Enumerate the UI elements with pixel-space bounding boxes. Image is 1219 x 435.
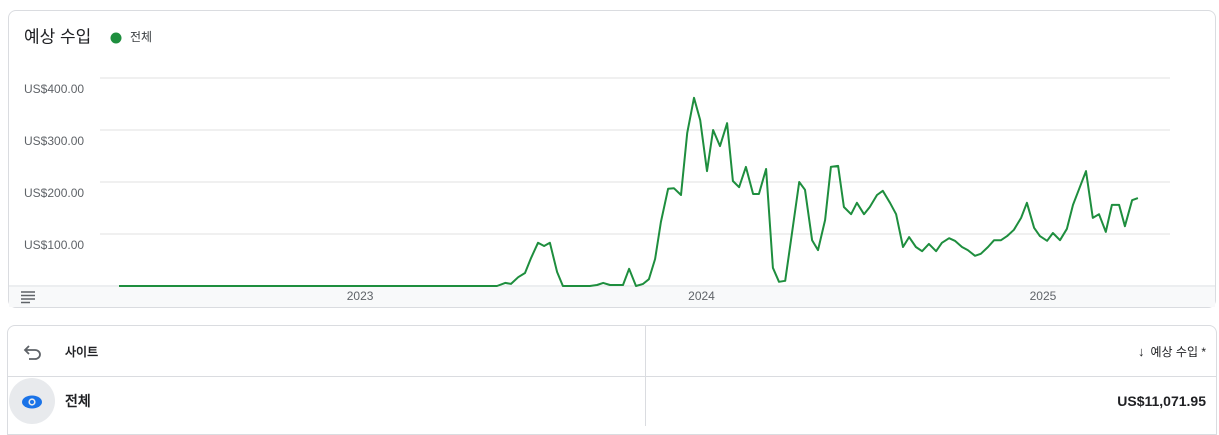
legend-dot — [110, 32, 122, 44]
chart-card — [8, 10, 1216, 308]
data-row: 전체 US$11,071.95 — [8, 376, 1216, 426]
page: 예상 수입 US$100.00 US$200.00 US$300.00 US$400.… — [7, 10, 1217, 435]
eye-button[interactable] — [9, 378, 55, 424]
header-revenue[interactable]: ↓ 예상 수입 * — [645, 326, 1216, 376]
row-revenue: US$11,071.95 — [645, 376, 1216, 426]
eye-icon — [22, 395, 42, 409]
chart: 예상 수입 US$100.00 US$200.00 US$300.00 US$400.… — [9, 27, 1215, 307]
sort-arrow: ↓ — [1138, 343, 1145, 359]
menu-icon[interactable] — [21, 291, 35, 304]
back-icon[interactable] — [23, 341, 43, 361]
chart-title: 예상 수입 — [24, 27, 91, 46]
header-row: 사이트 ↓ 예상 수입 * — [8, 326, 1216, 377]
legend-label: 전체 — [130, 30, 152, 44]
y-tick-label: US$300.00 — [24, 134, 84, 148]
header-revenue-text: 예상 수입 * — [1150, 344, 1207, 359]
x-tick-label: 2023 — [347, 289, 374, 303]
y-tick-label: US$400.00 — [24, 82, 84, 96]
header-site[interactable]: 사이트 — [65, 344, 99, 359]
y-tick-label: US$200.00 — [24, 186, 84, 200]
axis-band — [9, 287, 1215, 307]
x-tick-label: 2024 — [688, 289, 715, 303]
y-tick-label: US$100.00 — [24, 238, 84, 252]
line — [119, 96, 1139, 287]
x-tick-label: 2025 — [1030, 289, 1057, 303]
table-card: 사이트 ↓ 예상 수입 * 전체 US$11,071.95 — [7, 325, 1217, 435]
row-site: 전체 — [65, 393, 91, 409]
